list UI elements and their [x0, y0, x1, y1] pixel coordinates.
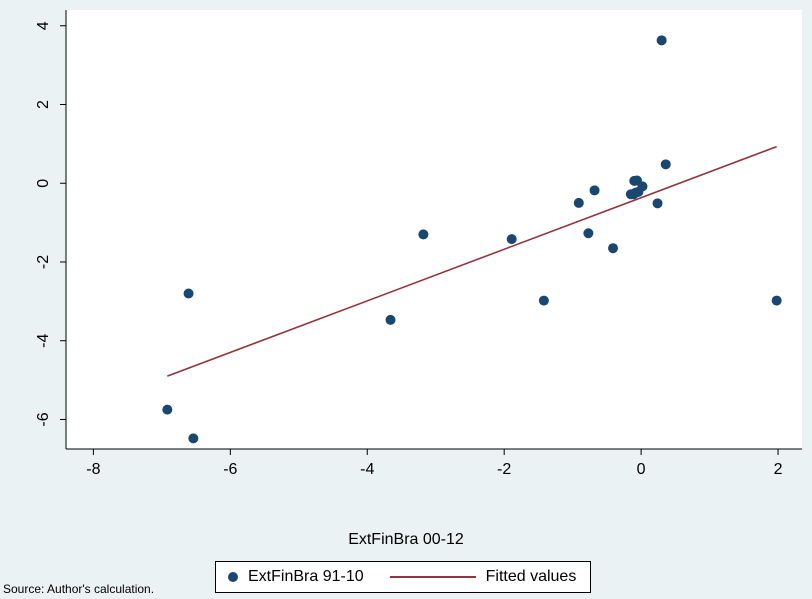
x-tick-label: -8 [86, 461, 100, 478]
legend-item-scatter: ExtFinBra 91-10 [216, 568, 364, 586]
y-tick-label: -6 [35, 412, 52, 426]
y-tick-label: -2 [35, 255, 52, 269]
legend-marker-dot [228, 572, 238, 582]
legend-marker-line [389, 576, 476, 578]
scatter-point [652, 198, 663, 209]
y-tick-label: 0 [35, 179, 52, 188]
x-axis-title: ExtFinBra 00-12 [348, 531, 464, 548]
plot-area [66, 10, 802, 449]
scatter-point [506, 234, 517, 245]
y-tick-label: -4 [35, 334, 52, 348]
legend: ExtFinBra 91-10 Fitted values [215, 561, 591, 593]
scatter-point [183, 288, 194, 299]
x-tick-label: 2 [774, 461, 783, 478]
scatter-point [385, 314, 396, 325]
scatter-point [583, 228, 594, 239]
y-tick-label: 2 [35, 100, 52, 109]
scatter-point [656, 35, 667, 46]
legend-label-fitted: Fitted values [485, 568, 577, 585]
scatter-point [162, 404, 173, 415]
scatter-point [418, 229, 429, 240]
scatter-point [771, 295, 782, 306]
x-tick-label: -4 [360, 461, 374, 478]
scatter-point [538, 295, 549, 306]
scatter-point [573, 197, 584, 208]
scatter-point [637, 181, 648, 192]
legend-item-fitted: Fitted values [364, 568, 577, 586]
scatter-point [660, 159, 671, 170]
scatter-point [188, 433, 199, 444]
y-tick-label: 4 [35, 21, 52, 30]
x-tick-label: 0 [637, 461, 646, 478]
fitted-line [167, 145, 777, 377]
x-tick-label: -6 [223, 461, 237, 478]
source-note: Source: Author's calculation. [3, 582, 155, 596]
legend-label-scatter: ExtFinBra 91-10 [248, 568, 364, 585]
scatter-point [589, 185, 600, 196]
scatter-point [608, 243, 619, 254]
x-tick-label: -2 [497, 461, 511, 478]
